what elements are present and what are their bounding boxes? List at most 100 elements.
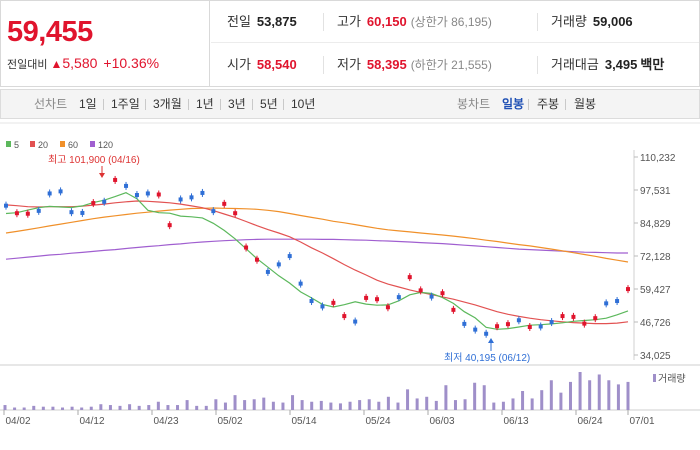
ma60-line (5, 207, 629, 263)
candle (134, 193, 139, 198)
quote-box: 59,455 전일대비 ▲5,580 +10.36% (1, 1, 210, 86)
candle (342, 314, 347, 319)
volume-bar (511, 398, 515, 410)
stat-label: 거래량 (551, 14, 587, 29)
stat-label: 고가 (337, 14, 361, 29)
volume-bar (108, 405, 112, 410)
y-tick-label: 110,232 (640, 153, 676, 164)
volume-bar (549, 380, 553, 410)
candle (495, 324, 500, 329)
volume-bar (406, 389, 410, 410)
date-axis: 04/02 04/12 04/23 05/02 05/14 05/24 06/03 06/13… (3, 410, 655, 427)
volume-bar (137, 405, 141, 410)
candle (484, 331, 489, 336)
divider (537, 13, 538, 31)
volume-bar (300, 400, 304, 410)
candle (200, 190, 205, 195)
candle (462, 321, 467, 326)
volume-bar (319, 400, 323, 410)
candle (407, 275, 412, 280)
volume-bar (482, 385, 486, 410)
candle (233, 211, 238, 216)
volume-bar (386, 396, 390, 410)
volume-bar (281, 402, 285, 410)
candle-weekly[interactable]: 주봉 (537, 97, 560, 111)
volume-bar (176, 405, 180, 410)
stat-label: 전일 (227, 14, 251, 29)
volume-bar (32, 405, 36, 410)
candle-daily[interactable]: 일봉 (502, 97, 525, 111)
divider (528, 99, 529, 110)
stat-value: 58,395 (366, 57, 407, 72)
volume-bars: 거래량 (3, 372, 686, 410)
candle (364, 295, 369, 300)
volume-bar (185, 400, 189, 410)
candle (276, 262, 281, 267)
y-tick-label: 84,829 (640, 219, 671, 230)
price-summary: 59,455 전일대비 ▲5,580 +10.36% 전일 53,875 고가 60,1… (0, 0, 700, 87)
x-tick-label: 05/14 (291, 416, 316, 427)
candle (178, 197, 183, 202)
legend-swatch (60, 141, 65, 147)
x-tick-label: 06/13 (503, 416, 528, 427)
volume-bar (597, 374, 601, 410)
chart-legend: 5 20 60 120 (6, 140, 113, 150)
candle (505, 322, 510, 327)
candle (516, 318, 521, 323)
stat-label: 거래대금 (551, 57, 599, 72)
volume-bar (195, 405, 199, 410)
legend-label: 120 (98, 140, 113, 150)
candle (91, 201, 96, 206)
volume-bar (425, 396, 429, 410)
candle (47, 191, 52, 196)
period-1d[interactable]: 1일 (79, 97, 97, 111)
volume-bar (530, 398, 534, 410)
candle (58, 189, 63, 194)
stat-label: 시가 (227, 57, 251, 72)
volume-bar (492, 402, 496, 410)
candle (25, 211, 30, 216)
candle (549, 320, 554, 325)
period-1w[interactable]: 1주일 (111, 97, 140, 111)
y-tick-label: 46,726 (640, 318, 671, 329)
candle (189, 195, 194, 200)
candle (320, 304, 325, 309)
volume-bar (358, 400, 362, 410)
x-tick-label: 06/24 (577, 416, 602, 427)
volume-bar (61, 407, 65, 410)
stat-turnover: 거래대금 3,495 백만 (551, 44, 664, 86)
volume-bar (453, 400, 457, 410)
stock-chart: 5 20 60 120 110,232 97,531 84,829 72,128 59,427… (0, 120, 700, 450)
period-3m[interactable]: 3개월 (153, 97, 182, 111)
volume-bar (22, 407, 26, 410)
stat-value: 53,875 (256, 14, 297, 29)
candles (4, 175, 630, 338)
period-10y[interactable]: 10년 (291, 97, 316, 111)
candle (211, 209, 216, 214)
volume-bar (13, 407, 17, 410)
volume-legend-swatch (653, 374, 656, 382)
candle-monthly[interactable]: 월봉 (574, 97, 597, 111)
period-3y[interactable]: 3년 (228, 97, 246, 111)
volume-bar (243, 400, 247, 410)
volume-bar (540, 390, 544, 410)
legend-label: 60 (68, 140, 78, 150)
stat-value: 3,495 (604, 57, 638, 72)
candle (375, 297, 380, 302)
stat-value: 60,150 (366, 14, 407, 29)
candle (244, 245, 249, 250)
candle (418, 288, 423, 293)
volume-bar (233, 395, 237, 410)
volume-bar (588, 380, 592, 410)
legend-label: 20 (38, 140, 48, 150)
period-1y[interactable]: 1년 (196, 97, 214, 111)
candle (582, 321, 587, 326)
divider (283, 99, 284, 110)
high-annotation: 최고 101,900 (04/16) (48, 154, 140, 166)
x-tick-label: 07/01 (629, 416, 654, 427)
stat-low: 저가 58,395 (하한가 21,555) (337, 44, 492, 86)
volume-bar (434, 400, 438, 410)
period-5y[interactable]: 5년 (260, 97, 278, 111)
volume-bar (377, 401, 381, 410)
stat-label: 저가 (337, 57, 361, 72)
